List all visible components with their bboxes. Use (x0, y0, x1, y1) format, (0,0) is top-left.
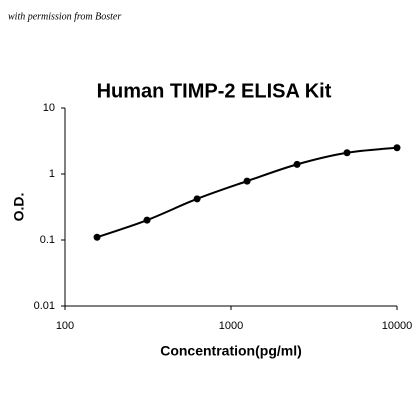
data-point (393, 144, 401, 152)
data-point (143, 216, 151, 224)
x-tick-label: 1000 (219, 320, 243, 332)
data-point (93, 233, 101, 241)
y-tick-label: 1 (49, 168, 55, 180)
data-point (193, 195, 201, 203)
y-axis-label: O.D. (11, 193, 27, 222)
x-tick-label: 10000 (382, 320, 413, 332)
chart-title: Human TIMP-2 ELISA Kit (97, 80, 332, 102)
data-point (293, 160, 301, 168)
watermark: with permission from Boster (8, 11, 121, 22)
data-point (243, 177, 251, 185)
x-tick-label: 100 (56, 320, 74, 332)
data-point (343, 149, 351, 157)
y-tick-label: 0.1 (40, 234, 55, 246)
x-axis-label: Concentration(pg/ml) (160, 343, 302, 359)
y-tick-label: 0.01 (34, 300, 55, 312)
y-tick-label: 10 (43, 102, 55, 114)
